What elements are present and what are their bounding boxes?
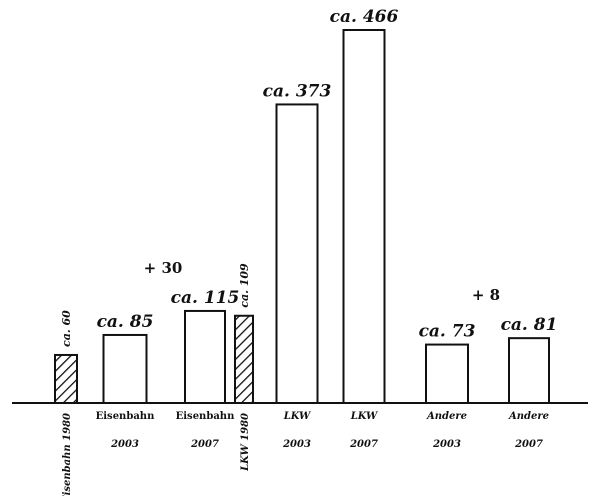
value-label-andere-2007: ca. 81 bbox=[501, 315, 558, 335]
bar-andere-2003 bbox=[425, 343, 469, 404]
category-label-lkw-2003: LKW bbox=[283, 411, 312, 422]
bar-eisenbahn-1980 bbox=[54, 353, 78, 404]
value-label-lkw-2003: ca. 373 bbox=[263, 81, 332, 101]
year-label-eisenbahn-2007: 2007 bbox=[190, 439, 219, 450]
year-label-lkw-2003: 2003 bbox=[282, 439, 311, 450]
labels-layer: ca. 60 Eisenbahn 1980 ca. 85 Eisenbahn 2003 c… bbox=[60, 7, 558, 496]
bars-layer bbox=[54, 29, 550, 405]
bar-eisenbahn-2007 bbox=[184, 309, 226, 405]
year-label-lkw-2007: 2007 bbox=[349, 439, 378, 450]
bar-lkw-2003 bbox=[275, 103, 319, 404]
value-label-andere-2003: ca. 73 bbox=[419, 322, 476, 342]
value-label-lkw-2007: ca. 466 bbox=[330, 7, 399, 27]
value-label-eisenbahn-2007: ca. 115 bbox=[171, 288, 240, 308]
bar-andere-2007 bbox=[508, 337, 550, 404]
year-label-andere-2007: 2007 bbox=[514, 439, 543, 450]
category-label-lkw-2007: LKW bbox=[350, 411, 379, 422]
year-label-andere-2003: 2003 bbox=[432, 439, 461, 450]
difference-label-3: + 8 bbox=[472, 286, 500, 304]
category-label-andere-2003: Andere bbox=[426, 411, 467, 422]
bar-lkw-2007 bbox=[342, 29, 386, 404]
value-label-eisenbahn-1980: ca. 60 bbox=[60, 310, 73, 347]
year-label-eisenbahn-2003: 2003 bbox=[110, 439, 139, 450]
category-label-andere-2007: Andere bbox=[508, 411, 549, 422]
category-label-eisenbahn-1980: Eisenbahn 1980 bbox=[62, 413, 73, 496]
category-label-eisenbahn-2003: Eisenbahn bbox=[96, 411, 155, 422]
value-label-eisenbahn-2003: ca. 85 bbox=[97, 312, 154, 332]
bar-eisenbahn-2003 bbox=[102, 333, 148, 405]
category-label-lkw-1980: LKW 1980 bbox=[240, 413, 251, 472]
difference-label-1: + 30 bbox=[144, 259, 183, 277]
category-label-eisenbahn-2007: Eisenbahn bbox=[176, 411, 235, 422]
value-label-lkw-1980: ca. 109 bbox=[238, 263, 251, 308]
bar-lkw-1980 bbox=[234, 314, 254, 404]
